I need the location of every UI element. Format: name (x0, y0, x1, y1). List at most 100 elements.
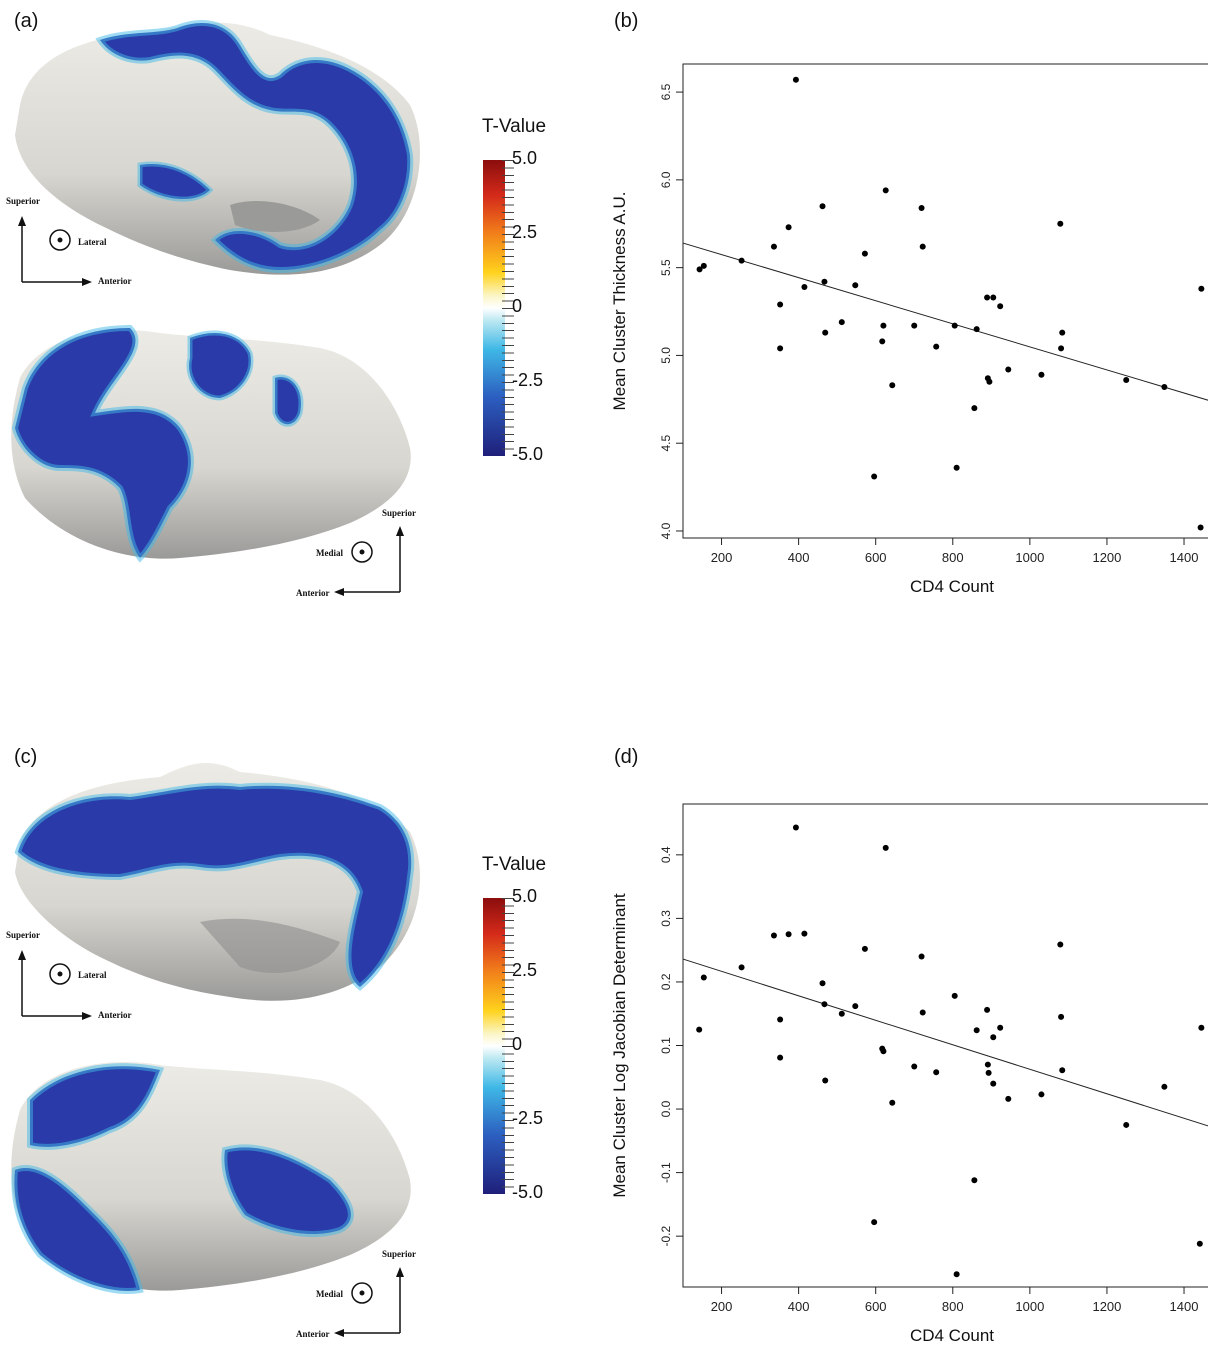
data-point (770, 932, 777, 939)
panel-label-c: (c) (14, 746, 38, 768)
orientation-axes-c2 (334, 1267, 404, 1337)
data-point (951, 992, 958, 999)
x-axis-label: CD4 Count (910, 577, 994, 596)
data-point (696, 1026, 703, 1033)
orientation-superior-label-a1: Superior (6, 196, 41, 206)
colorbar-title-a: T-Value (482, 116, 547, 137)
data-point (1058, 1013, 1065, 1020)
y-axis-label: Mean Cluster Log Jacobian Determinant (610, 893, 629, 1198)
y-tick-label: 0.4 (659, 846, 673, 863)
panel-label-a: (a) (14, 10, 39, 32)
data-point (871, 473, 878, 480)
colorbar-tick-a-4: -2.5 (512, 370, 544, 390)
colorbar-a (483, 160, 505, 456)
data-point (990, 1080, 997, 1087)
data-point (700, 974, 707, 981)
data-point (1198, 285, 1205, 292)
x-tick-label: 400 (788, 1299, 810, 1314)
data-point (997, 1024, 1004, 1031)
y-tick-label: 5.5 (659, 259, 673, 276)
y-tick-label: -0.2 (659, 1225, 673, 1246)
data-point (1059, 1067, 1066, 1074)
orientation-medial-label-a: Medial (316, 548, 343, 558)
data-point (770, 243, 777, 250)
x-tick-label: 1200 (1092, 550, 1121, 565)
x-tick-label: 600 (865, 550, 887, 565)
data-point (1058, 345, 1065, 352)
plot-frame (682, 803, 1208, 1288)
data-point (973, 326, 980, 333)
data-point (1198, 1024, 1205, 1031)
regression-line (682, 958, 1208, 1127)
data-point (838, 1010, 845, 1017)
data-point (822, 1077, 829, 1084)
data-point (918, 204, 925, 211)
data-point (953, 464, 960, 471)
data-point (1057, 941, 1064, 948)
y-tick-label: 0.2 (659, 973, 673, 990)
orientation-anterior-label-c2: Anterior (296, 1329, 330, 1339)
orientation-axes-c1 (18, 950, 92, 1020)
plot-frame (682, 63, 1208, 539)
data-point (801, 283, 808, 290)
data-point (1123, 1121, 1130, 1128)
data-point (819, 980, 826, 987)
data-point (871, 1219, 878, 1226)
data-point (889, 382, 896, 389)
data-point (882, 187, 889, 194)
colorbar-tick-a-3: 0 (512, 296, 523, 316)
surface-render-lateral-c (14, 762, 420, 1001)
data-point (971, 1177, 978, 1184)
data-point (819, 203, 826, 210)
y-tick-label: 6.0 (659, 171, 673, 188)
colorbar-ticks-c (502, 898, 514, 1194)
colorbar-tick-c-3: 0 (512, 1034, 523, 1054)
x-tick-label: 1400 (1170, 1299, 1199, 1314)
data-point (1161, 384, 1168, 391)
data-point (933, 1069, 940, 1076)
data-point (889, 1099, 896, 1106)
data-point (777, 1016, 784, 1023)
data-point (777, 345, 784, 352)
y-tick-label: 0.0 (659, 1100, 673, 1117)
data-point (801, 930, 808, 937)
y-tick-label: 0.3 (659, 910, 673, 927)
data-point (852, 1003, 859, 1010)
data-point (785, 224, 792, 231)
data-point (997, 303, 1004, 310)
data-point (985, 1069, 992, 1076)
colorbar-tick-c-5: -5.0 (512, 1182, 544, 1202)
data-point (984, 294, 991, 301)
data-point (1161, 1083, 1168, 1090)
data-point (971, 405, 978, 412)
y-tick-label: -0.1 (659, 1162, 673, 1183)
data-point (918, 953, 925, 960)
data-point (911, 322, 918, 329)
data-point (821, 1001, 828, 1008)
colorbar-tick-a-1: 5.0 (512, 148, 538, 168)
data-point (986, 378, 993, 385)
panel-label-d: (d) (614, 746, 639, 768)
data-point (838, 319, 845, 326)
data-point (1196, 1240, 1203, 1247)
data-point (700, 262, 707, 269)
x-axis-label: CD4 Count (910, 1326, 994, 1345)
data-point (696, 266, 703, 273)
y-tick-label: 0.1 (659, 1037, 673, 1054)
data-point (1123, 377, 1130, 383)
data-point (792, 824, 799, 831)
y-tick-label: 6.5 (659, 83, 673, 100)
orientation-lateral-label-a: Lateral (78, 237, 107, 247)
data-point (933, 343, 940, 350)
data-point (879, 338, 886, 345)
colorbar-ticks-a (502, 160, 514, 456)
x-tick-label: 800 (942, 550, 964, 565)
orientation-superior-label-c1: Superior (6, 930, 41, 940)
data-point (1005, 1095, 1012, 1102)
data-point (777, 1054, 784, 1061)
data-point (1059, 329, 1066, 336)
orientation-axes-a2 (334, 526, 404, 596)
x-tick-label: 200 (711, 1299, 733, 1314)
data-point (821, 278, 828, 285)
colorbar-c (483, 898, 505, 1194)
